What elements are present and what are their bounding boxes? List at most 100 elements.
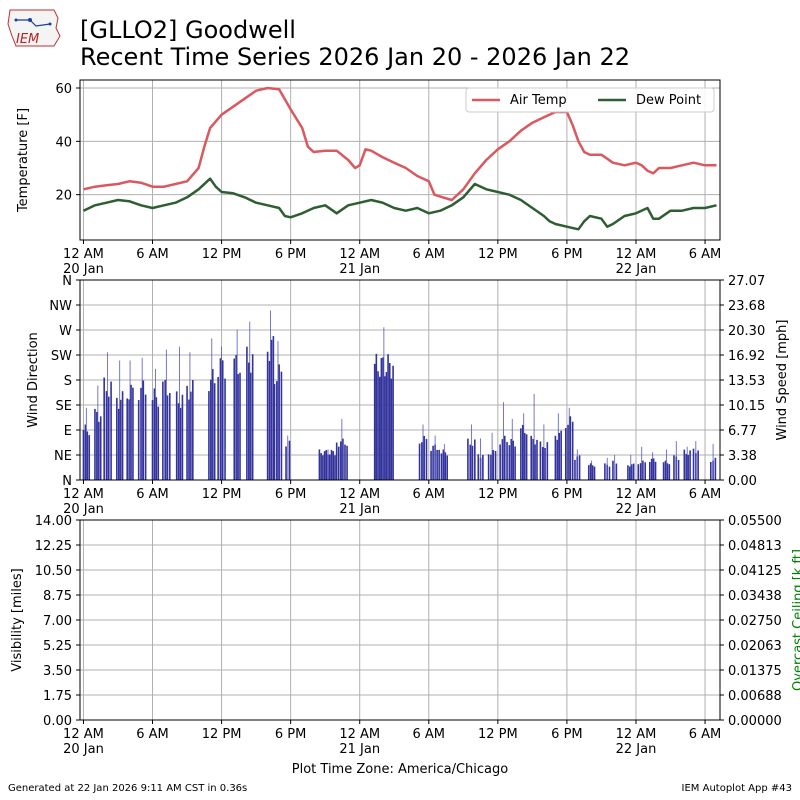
y2-tick-label: 0.04125 [728,564,782,579]
wind-bar [666,463,669,480]
y-tick-label: W [59,324,72,339]
wind-bar [514,446,516,480]
wind-bar [328,454,331,480]
wind-bar [237,374,239,480]
wind-bar [446,455,448,480]
wind-bar [487,454,490,480]
wind-bar [574,459,576,480]
wind-bar [530,435,533,480]
wind-bar [591,465,594,480]
x-tick-label: 12 AM [63,727,104,742]
wind-bar [335,442,338,480]
wind-bar [377,371,379,480]
generated-note: Generated at 22 Jan 2026 9:11 AM CST in … [8,783,248,794]
x-tick-label: 12 AM [339,247,380,262]
y2-tick-label: 23.68 [728,299,765,314]
wind-bar [181,394,184,480]
wind-bar [162,381,164,480]
wind-bar [88,435,91,480]
wind-bar [166,395,169,480]
wind-bar [323,451,326,480]
wind-bar [644,462,646,480]
timezone-label: Plot Time Zone: America/Chicago [291,762,509,777]
wind-bar [685,453,688,480]
wind-bar [388,362,391,480]
x-tick-date-label: 20 Jan [63,502,104,517]
x-tick-label: 6 AM [136,727,169,742]
wind-bar [499,444,501,480]
wind-bar [630,464,633,480]
x-tick-label: 6 AM [413,487,446,502]
wind-bar [503,435,506,480]
wind-bar [532,438,534,480]
y2-axis-label: Overcast Ceiling [k ft] [791,549,800,691]
wind-bar [219,358,222,480]
wind-bar [235,354,237,480]
wind-bar [508,445,511,480]
y-tick-label: 1.75 [43,689,72,704]
wind-bar [337,446,340,480]
x-tick-label: 6 AM [689,487,722,502]
wind-bar [390,378,393,480]
wind-bar [469,444,472,480]
x-tick-label: 6 PM [551,727,582,742]
wind-bar [650,458,653,480]
panel-frame [79,79,721,241]
wind-bar [332,451,335,480]
wind-bar [239,372,241,480]
y2-tick-label: 10.15 [728,399,765,414]
wind-bar [103,377,105,480]
wind-bar [474,439,476,480]
wind-bar [233,358,236,480]
wind-bar [344,444,346,480]
wind-bar [521,424,524,480]
wind-bar [569,416,572,480]
wind-bar [689,450,691,480]
wind-bar [325,449,328,480]
y2-tick-label: 0.00688 [728,689,782,704]
y-tick-label: 40 [55,135,72,150]
x-tick-label: 12 AM [616,727,657,742]
wind-bar [520,428,522,480]
wind-bar [525,434,528,480]
y2-tick-label: 0.01375 [728,664,782,679]
y-tick-label: NW [49,299,72,314]
wind-bar [608,466,611,480]
wind-bar [94,408,96,480]
y2-tick-label: 0.05500 [728,514,782,529]
wind-bar [151,400,154,480]
wind-bar [164,379,166,480]
wind-bar [510,438,513,480]
wind-bar [107,396,110,480]
x-tick-label: 12 PM [478,247,518,262]
wind-bar [546,442,549,480]
wind-bar [86,431,89,480]
wind-bar [467,438,469,480]
y-tick-label: N [62,474,72,489]
wind-bar [536,439,538,480]
wind-bar [144,394,147,480]
wind-bar [392,365,394,480]
y-axis-label: Wind Direction [26,332,41,428]
x-tick-label: 6 PM [551,487,582,502]
x-tick-date-label: 22 Jan [616,742,657,757]
wind-bar [578,455,581,480]
x-tick-date-label: 22 Jan [616,502,657,517]
wind-bar [157,406,160,480]
wind-bar [175,391,178,480]
wind-bar [589,463,592,480]
wind-bar [442,449,445,480]
wind-bar [709,461,712,480]
wind-bar [266,351,269,480]
wind-bar [342,438,344,480]
wind-bar [248,362,250,480]
wind-bar [128,399,130,480]
wind-bar [270,339,273,480]
iem-logo: IEM [7,9,61,47]
wind-bar [541,447,544,480]
wind-bar [334,455,336,480]
wind-bar [654,461,657,480]
series-line-air-temp [83,86,717,202]
wind-bar [421,442,423,480]
wind-bar [534,444,536,480]
